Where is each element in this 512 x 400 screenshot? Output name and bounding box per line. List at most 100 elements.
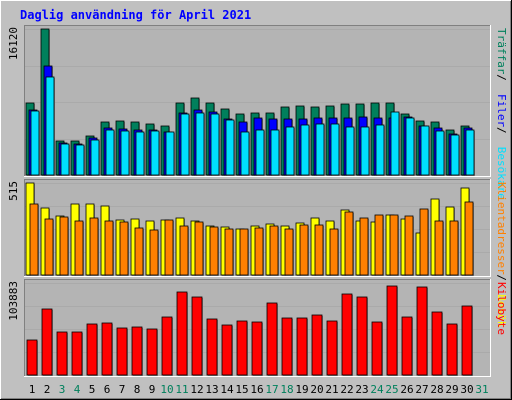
bar-hostnames-day-8-fill — [134, 227, 144, 276]
bar-kbytes-day-21 — [326, 320, 338, 376]
bar-hostnames-day-4 — [74, 220, 84, 276]
bar-sites-day-22 — [345, 126, 355, 176]
bar-sites-day-26 — [405, 117, 415, 176]
bar-kbytes-day-7 — [116, 327, 128, 376]
bar-sites-day-21-fill — [330, 123, 340, 176]
bottom-panel: 103883 Kilobyte — [7, 279, 508, 377]
bar-hostnames-day-29-fill — [449, 220, 459, 276]
bar-hostnames-day-25-fill — [389, 214, 399, 276]
bar-hostnames-day-5-fill — [89, 217, 99, 276]
bar-hostnames-day-17 — [269, 225, 279, 276]
bar-kbytes-day-10-fill — [161, 316, 173, 376]
x-tick-label-day-7: 7 — [119, 383, 126, 396]
bar-hostnames-day-28-fill — [434, 220, 444, 276]
bar-sites-day-1-fill — [30, 110, 40, 176]
bar-kbytes-day-30-fill — [461, 305, 473, 376]
bar-sites-day-27-fill — [420, 125, 430, 176]
bar-sites-day-17-fill — [270, 129, 280, 176]
bar-sites-day-30-fill — [465, 129, 475, 176]
legend-klientadresser: Klientadresser — [495, 182, 508, 275]
bar-sites-day-4-fill — [75, 144, 85, 176]
legend-kilobyte: Kilobyte — [495, 282, 508, 335]
bar-sites-day-6-fill — [105, 129, 115, 176]
bar-sites-day-11 — [180, 113, 190, 176]
bottom-ymax-label: 103883 — [7, 281, 20, 321]
bar-kbytes-day-5-fill — [86, 323, 98, 376]
bar-hostnames-day-14-fill — [224, 228, 234, 276]
bar-sites-day-29-fill — [450, 134, 460, 176]
bar-kbytes-day-20 — [311, 314, 323, 376]
bar-hostnames-day-24 — [374, 214, 384, 276]
legend-besök: Besök — [495, 294, 508, 327]
bar-kbytes-day-11-fill — [176, 291, 188, 376]
x-tick-label-day-18: 18 — [280, 383, 293, 396]
x-tick-label-day-12: 12 — [190, 383, 203, 396]
bar-sites-day-10 — [165, 131, 175, 176]
bar-kbytes-day-3 — [56, 331, 68, 376]
bar-hostnames-day-3-fill — [59, 216, 69, 276]
bar-kbytes-day-6 — [101, 322, 113, 376]
bar-kbytes-day-1 — [26, 339, 38, 376]
bar-kbytes-day-6-fill — [101, 322, 113, 376]
bar-hostnames-day-19-fill — [299, 224, 309, 276]
bar-sites-day-3 — [60, 143, 70, 176]
bar-hostnames-day-25 — [389, 214, 399, 276]
bar-hostnames-day-13 — [209, 226, 219, 276]
bar-kbytes-day-23 — [356, 296, 368, 376]
bar-hostnames-day-20-fill — [314, 224, 324, 276]
bar-kbytes-day-24 — [371, 321, 383, 376]
bar-sites-day-16 — [255, 129, 265, 176]
bar-sites-day-19-fill — [300, 124, 310, 176]
bar-kbytes-day-18-fill — [281, 317, 293, 376]
bar-kbytes-day-24-fill — [371, 321, 383, 376]
bar-kbytes-day-14 — [221, 324, 233, 376]
bar-kbytes-day-26 — [401, 316, 413, 376]
bar-kbytes-day-22-fill — [341, 293, 353, 376]
bar-kbytes-day-23-fill — [356, 296, 368, 376]
bar-hostnames-day-27 — [419, 208, 429, 276]
bar-kbytes-day-21-fill — [326, 320, 338, 376]
bar-sites-day-13 — [210, 113, 220, 176]
bar-sites-day-9 — [150, 130, 160, 176]
bar-sites-day-28 — [435, 130, 445, 176]
bar-sites-day-15 — [240, 131, 250, 176]
bar-kbytes-day-17 — [266, 302, 278, 376]
bar-hostnames-day-6-fill — [104, 220, 114, 276]
bar-sites-day-6 — [105, 129, 115, 176]
bar-hostnames-day-22-fill — [344, 211, 354, 276]
x-tick-label-day-11: 11 — [175, 383, 188, 396]
bar-hostnames-day-10-fill — [164, 219, 174, 276]
bar-kbytes-day-28-fill — [431, 311, 443, 376]
bar-kbytes-day-8 — [131, 326, 143, 376]
bar-kbytes-day-27 — [416, 286, 428, 376]
bar-kbytes-day-17-fill — [266, 302, 278, 376]
bar-sites-day-1 — [30, 110, 40, 176]
legend-filer: Filer — [495, 94, 508, 127]
bar-sites-day-16-fill — [255, 129, 265, 176]
bar-kbytes-day-26-fill — [401, 316, 413, 376]
bar-sites-day-29 — [450, 134, 460, 176]
bar-sites-day-8-fill — [135, 131, 145, 176]
bar-kbytes-day-19-fill — [296, 317, 308, 376]
bar-hostnames-day-29 — [449, 220, 459, 276]
x-tick-label-day-23: 23 — [355, 383, 368, 396]
bar-kbytes-day-19 — [296, 317, 308, 376]
bar-kbytes-day-9 — [146, 328, 158, 376]
bar-sites-day-7-fill — [120, 130, 130, 176]
bar-hostnames-day-3 — [59, 216, 69, 276]
bar-kbytes-day-1-fill — [26, 339, 38, 376]
bar-kbytes-day-15 — [236, 320, 248, 376]
legend-besökare: Besökare — [495, 147, 508, 200]
bar-sites-day-30 — [465, 129, 475, 176]
bar-hostnames-day-1 — [29, 203, 39, 276]
bar-hostnames-day-15 — [239, 228, 249, 276]
x-tick-label-day-20: 20 — [310, 383, 323, 396]
bar-kbytes-day-29-fill — [446, 323, 458, 376]
bar-hostnames-day-18 — [284, 228, 294, 276]
bar-hostnames-day-16 — [254, 227, 264, 276]
bar-hostnames-day-18-fill — [284, 228, 294, 276]
chart-title: Daglig användning för April 2021 — [20, 8, 251, 22]
bar-sites-day-15-fill — [240, 131, 250, 176]
x-tick-label-day-30: 30 — [460, 383, 473, 396]
